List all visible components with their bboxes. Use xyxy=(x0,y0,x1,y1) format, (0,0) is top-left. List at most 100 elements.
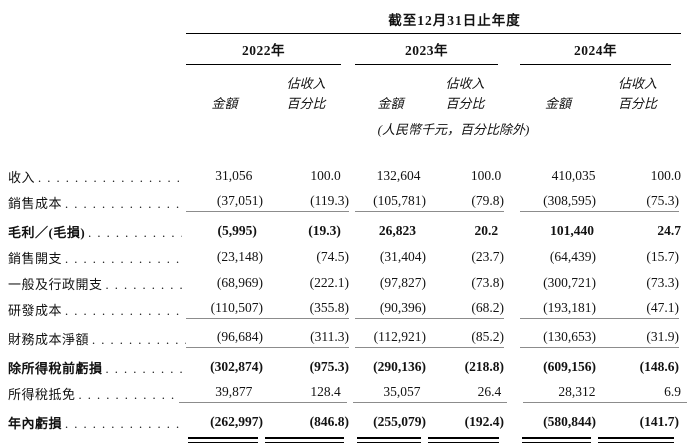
dot-leader xyxy=(65,416,186,432)
amount-cell: (23,148) xyxy=(216,249,263,264)
amount-cell: (97,827) xyxy=(379,275,426,290)
amount-cell: (255,079) xyxy=(373,414,426,429)
pct-header-line1-2023: 佔收入 xyxy=(445,75,485,91)
row-label: 所得稅抵免 xyxy=(8,386,76,402)
amount-cell: 28,312 xyxy=(522,384,602,403)
amount-cell: (64,439) xyxy=(549,249,596,264)
row-label: 收入 xyxy=(8,169,36,185)
amount-cell: (609,156) xyxy=(543,359,596,374)
amount-cell: (96,684) xyxy=(186,329,263,348)
percent-cell: 20.2 xyxy=(474,223,499,238)
dot-leader xyxy=(106,361,186,377)
amount-cell: 35,057 xyxy=(352,384,427,403)
amount-header-2023: 金額 xyxy=(377,95,404,111)
dot-leader xyxy=(65,196,186,212)
table-row-net-finance-costs: 財務成本淨額 (96,684) (311.3) (112,921) (85.2)… xyxy=(8,325,687,351)
percent-cell: 24.7 xyxy=(657,223,681,238)
percent-cell: (79.8) xyxy=(426,193,504,212)
pct-header-line2-2023: 百分比 xyxy=(445,95,485,111)
subheader-row-1: 佔收入 佔收入 佔收入 xyxy=(8,72,687,92)
amount-cell: (580,844) xyxy=(543,414,596,429)
amount-cell: (193,181) xyxy=(520,300,596,319)
total-double-rule-row xyxy=(8,437,687,443)
percent-cell: (355.8) xyxy=(263,300,349,319)
row-label: 財務成本淨額 xyxy=(8,331,90,347)
percent-cell: (73.8) xyxy=(471,275,504,290)
dot-leader xyxy=(88,225,182,241)
amount-header-2024: 金額 xyxy=(544,95,571,111)
percent-cell: (141.7) xyxy=(639,414,679,429)
double-rule xyxy=(188,437,258,443)
percent-cell: (73.3) xyxy=(646,275,679,290)
table-row-loss-before-tax: 除所得稅前虧損 (302,874) (975.3) (290,136) (218… xyxy=(8,354,687,380)
table-row-selling-expenses: 銷售開支 (23,148) (74.5) (31,404) (23.7) (64… xyxy=(8,244,687,270)
pct-header-line2-2024: 百分比 xyxy=(617,95,657,111)
table-row-loss-for-the-year: 年內虧損 (262,997) (846.8) (255,079) (192.4)… xyxy=(8,409,687,435)
percent-cell: (311.3) xyxy=(263,329,349,348)
percent-cell: (119.3) xyxy=(263,193,349,212)
year-group-2024: 2024年 xyxy=(520,39,671,65)
dot-leader xyxy=(79,387,179,403)
percent-cell: 128.4 xyxy=(258,384,347,403)
row-label: 除所得稅前虧損 xyxy=(8,360,103,376)
table-row-gross-profit: 毛利／(毛損) (5,995) (19.3) 26,823 20.2 101,4… xyxy=(8,218,687,244)
table-row-income-tax-credit: 所得稅抵免 39,877 128.4 35,057 26.4 28,312 6.… xyxy=(8,380,687,406)
amount-cell: (262,997) xyxy=(210,414,263,429)
percent-cell: (31.9) xyxy=(596,329,679,348)
percent-cell: (846.8) xyxy=(309,414,349,429)
amount-cell: (105,781) xyxy=(355,193,426,212)
amount-cell: (130,653) xyxy=(520,329,596,348)
amount-cell: 132,604 xyxy=(376,168,421,183)
year-header-row: 2022年 2023年 2024年 xyxy=(8,34,687,65)
amount-cell: (68,969) xyxy=(216,275,263,290)
year-group-2023: 2023年 xyxy=(355,39,498,65)
income-statement-table: 截至12月31日止年度 2022年 2023年 2024年 佔收入 佔收入 佔收… xyxy=(8,0,687,443)
table-row-general-admin-expenses: 一般及行政開支 (68,969) (222.1) (97,827) (73.8)… xyxy=(8,270,687,296)
percent-cell: 100.0 xyxy=(310,168,341,183)
percent-cell: (148.6) xyxy=(639,359,679,374)
table-row-revenue: 收入 31,056 100.0 132,604 100.0 410,035 10… xyxy=(8,163,687,189)
dot-leader xyxy=(106,277,186,293)
row-label: 毛利／(毛損) xyxy=(8,224,86,240)
percent-cell: (85.2) xyxy=(426,329,504,348)
percent-cell: (222.1) xyxy=(309,275,349,290)
row-label: 銷售開支 xyxy=(8,250,63,266)
amount-cell: 31,056 xyxy=(215,168,253,183)
period-header: 截至12月31日止年度 xyxy=(388,13,521,28)
percent-cell: 26.4 xyxy=(426,384,508,403)
amount-cell: (300,721) xyxy=(543,275,596,290)
percent-cell: (68.2) xyxy=(426,300,504,319)
dot-leader xyxy=(65,303,186,319)
table-row-rd-costs: 研發成本 (110,507) (355.8) (90,396) (68.2) (… xyxy=(8,296,687,322)
amount-cell: 26,823 xyxy=(378,223,417,238)
amount-cell: (112,921) xyxy=(355,329,426,348)
percent-cell: (74.5) xyxy=(316,249,349,264)
percent-cell: (192.4) xyxy=(464,414,504,429)
year-group-2022: 2022年 xyxy=(186,39,341,65)
amount-cell: (31,404) xyxy=(379,249,426,264)
percent-cell: 100.0 xyxy=(470,168,502,183)
percent-cell: (47.1) xyxy=(596,300,679,319)
amount-cell: (290,136) xyxy=(373,359,426,374)
amount-cell: (5,995) xyxy=(217,223,257,238)
dot-leader xyxy=(92,332,186,348)
table-body: 收入 31,056 100.0 132,604 100.0 410,035 10… xyxy=(8,163,687,443)
percent-cell: (218.8) xyxy=(464,359,504,374)
pct-header-line1-2024: 佔收入 xyxy=(617,75,657,91)
percent-cell: (75.3) xyxy=(596,193,679,212)
amount-cell: 39,877 xyxy=(178,384,259,403)
row-label: 年內虧損 xyxy=(8,415,63,431)
double-rule xyxy=(428,437,499,443)
percent-cell: (975.3) xyxy=(309,359,349,374)
header-top-rule xyxy=(186,33,681,34)
amount-cell: (37,051) xyxy=(186,193,263,212)
row-label: 一般及行政開支 xyxy=(8,276,103,292)
amount-cell: 410,035 xyxy=(551,168,596,183)
amount-cell: (90,396) xyxy=(355,300,426,319)
pct-header-line2-2022: 百分比 xyxy=(286,95,326,111)
row-label: 研發成本 xyxy=(8,302,63,318)
percent-cell: (19.3) xyxy=(308,223,341,238)
double-rule xyxy=(522,437,591,443)
amount-cell: (308,595) xyxy=(520,193,596,212)
double-rule xyxy=(598,437,674,443)
